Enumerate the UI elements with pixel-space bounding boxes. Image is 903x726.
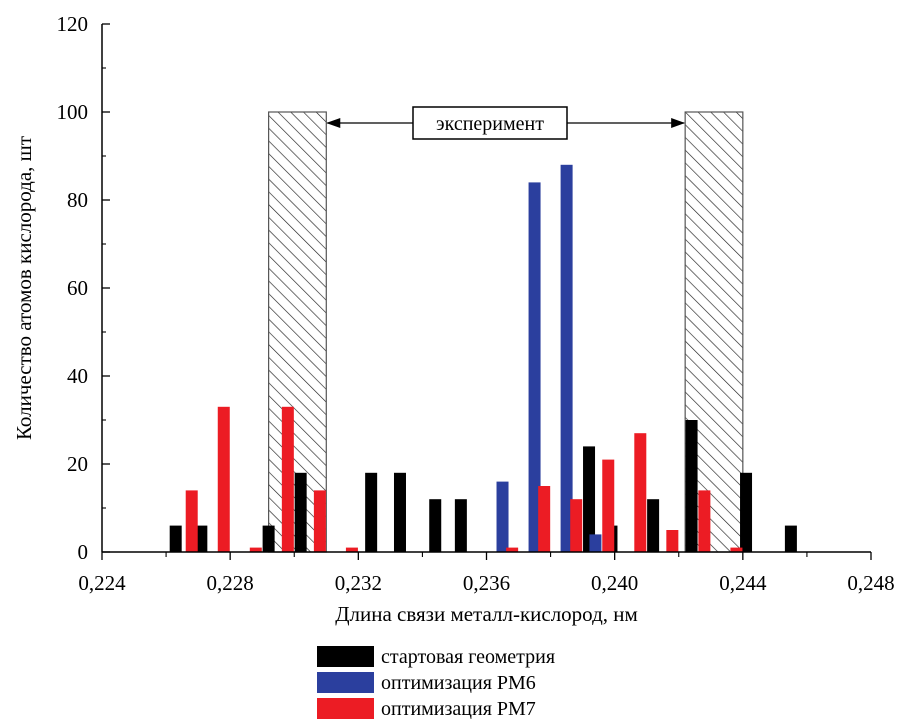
bar-series3-1: [185, 490, 198, 552]
bar-series3-8: [538, 486, 551, 552]
y-axis-title: Количество атомов кислорода, шт: [12, 136, 36, 440]
x-axis-title: Длина связи металл-кислород, нм: [335, 602, 638, 626]
bar-series3-4: [281, 406, 294, 552]
bar-series1-12: [685, 420, 698, 552]
bar-series1-8: [454, 499, 467, 552]
bar-series1-7: [429, 499, 442, 552]
bar-series3-10: [602, 459, 615, 552]
experiment-annotation: эксперимент: [326, 106, 686, 140]
bar-series1-9: [583, 446, 596, 552]
annotation-box: [412, 106, 568, 140]
legend: стартовая геометрия оптимизация PM6 оптими…: [317, 646, 555, 720]
x-tick-label: 0,240: [591, 571, 638, 595]
x-tick-label: 0,236: [463, 571, 510, 595]
x-tick-label: 0,248: [847, 571, 894, 595]
y-tick-label: 20: [67, 452, 88, 476]
annotation-label: эксперимент: [436, 113, 544, 135]
bar-series3-2: [217, 406, 230, 552]
bar-series2-1: [496, 481, 509, 552]
bar-series3-3: [249, 547, 262, 552]
y-tick-label: 120: [57, 12, 89, 36]
x-tick-label: 0,232: [335, 571, 382, 595]
legend-label-2: оптимизация PM6: [381, 672, 536, 694]
legend-swatch-2: [317, 672, 374, 693]
bar-series2-3: [560, 164, 573, 553]
y-tick-label: 40: [67, 364, 88, 388]
bar-series3-14: [730, 547, 743, 552]
x-tick-label: 0,224: [78, 571, 126, 595]
y-tick-label: 100: [57, 100, 89, 124]
bar-series1-13: [740, 472, 753, 552]
bar-series1-11: [647, 499, 660, 552]
y-tick-label: 0: [78, 540, 89, 564]
bar-series3-5: [313, 490, 326, 552]
bar-series3-12: [666, 530, 679, 552]
bar-series2-4: [589, 534, 602, 552]
y-tick-label: 60: [67, 276, 88, 300]
axes: [101, 24, 871, 553]
bar-series2-2: [528, 182, 541, 552]
bar-series1-3: [262, 525, 275, 552]
bar-series3-6: [345, 547, 358, 552]
legend-swatch-1: [317, 646, 374, 667]
bar-series3-9: [570, 499, 583, 552]
bar-series1-4: [294, 472, 307, 552]
bar-series3-13: [698, 490, 711, 552]
x-tick-label: 0,228: [207, 571, 254, 595]
legend-swatch-3: [317, 698, 374, 719]
legend-label-1: стартовая геометрия: [381, 646, 555, 668]
bar-series1-6: [393, 472, 406, 552]
y-tick-label: 80: [67, 188, 88, 212]
bar-series1-1: [169, 525, 182, 552]
bar-series1-5: [365, 472, 378, 552]
bars: [169, 164, 797, 553]
bar-series1-14: [784, 525, 797, 552]
bar-series3-7: [506, 547, 519, 552]
bar-series1-2: [195, 525, 208, 552]
ticks: 0 20 40 60 80 100 120 0,224 0,228 0,232 0,236 0,240…: [57, 12, 895, 595]
legend-label-3: оптимизация PM7: [381, 698, 536, 720]
bar-series3-11: [634, 433, 647, 552]
x-tick-label: 0,244: [719, 571, 767, 595]
